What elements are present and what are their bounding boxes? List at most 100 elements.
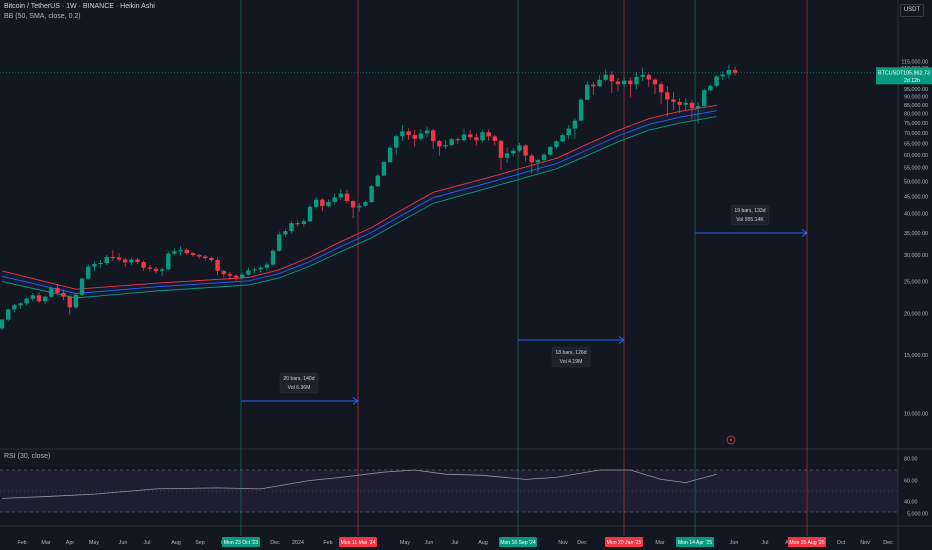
candle[interactable] <box>449 137 454 147</box>
candle[interactable] <box>289 220 294 234</box>
candle[interactable] <box>147 265 153 272</box>
candle[interactable] <box>486 129 491 141</box>
candle[interactable] <box>264 262 270 271</box>
candle[interactable] <box>640 67 645 81</box>
candle[interactable] <box>381 161 387 177</box>
candle[interactable] <box>658 81 664 105</box>
candle[interactable] <box>418 129 424 141</box>
candle[interactable] <box>498 139 504 170</box>
candle[interactable] <box>320 198 325 212</box>
candle[interactable] <box>184 248 189 256</box>
measure-tool[interactable]: 20 bars, 140d Vol 6.36M <box>241 372 359 405</box>
candle[interactable] <box>18 301 23 309</box>
candle[interactable] <box>585 81 590 101</box>
candle[interactable] <box>73 292 79 309</box>
candle[interactable] <box>36 292 42 303</box>
candle[interactable] <box>566 125 571 140</box>
candle[interactable] <box>554 139 559 149</box>
candle[interactable] <box>591 81 596 95</box>
candle[interactable] <box>511 148 516 157</box>
candle[interactable] <box>159 267 165 276</box>
candle[interactable] <box>227 271 233 279</box>
candle[interactable] <box>726 64 732 79</box>
candle[interactable] <box>689 100 695 120</box>
candle[interactable] <box>283 228 288 237</box>
candle[interactable] <box>400 125 405 141</box>
candle[interactable] <box>646 73 651 87</box>
candle[interactable] <box>135 257 140 265</box>
candle[interactable] <box>665 86 670 117</box>
candle[interactable] <box>12 303 17 313</box>
candle[interactable] <box>720 71 725 80</box>
candle[interactable] <box>492 134 497 146</box>
candle[interactable] <box>258 265 263 273</box>
candle[interactable] <box>394 134 399 155</box>
candle[interactable] <box>338 189 343 201</box>
candle[interactable] <box>141 260 146 271</box>
candle[interactable] <box>480 130 485 143</box>
candle[interactable] <box>615 78 621 92</box>
candle[interactable] <box>455 137 461 145</box>
candle[interactable] <box>474 133 479 146</box>
measure-tool[interactable]: 19 bars, 133d Vol 955.14K <box>695 204 808 237</box>
candle[interactable] <box>732 66 738 76</box>
candle[interactable] <box>166 251 171 271</box>
candle[interactable] <box>246 267 251 276</box>
candle[interactable] <box>572 118 578 139</box>
candle[interactable] <box>270 248 276 266</box>
candle[interactable] <box>326 199 331 208</box>
bb-lower-band[interactable] <box>1 116 717 299</box>
candle[interactable] <box>104 255 109 266</box>
candle[interactable] <box>344 189 350 204</box>
candle[interactable] <box>240 273 245 280</box>
candle[interactable] <box>714 75 719 88</box>
candle[interactable] <box>215 257 220 276</box>
candle[interactable] <box>153 266 159 274</box>
candle[interactable] <box>437 140 442 156</box>
candle[interactable] <box>233 274 239 281</box>
candle[interactable] <box>0 318 5 330</box>
candle[interactable] <box>116 253 122 262</box>
candle[interactable] <box>98 259 103 269</box>
candle[interactable] <box>350 199 356 219</box>
candle[interactable] <box>178 246 183 256</box>
candle[interactable] <box>295 220 300 227</box>
candle[interactable] <box>677 98 682 114</box>
candle[interactable] <box>363 200 368 207</box>
candle[interactable] <box>424 126 430 138</box>
candle[interactable] <box>209 256 214 262</box>
candle[interactable] <box>42 295 48 304</box>
candle[interactable] <box>461 128 467 142</box>
candle[interactable] <box>196 254 202 259</box>
candle[interactable] <box>123 257 128 267</box>
candle[interactable] <box>221 269 226 278</box>
candle[interactable] <box>313 196 319 209</box>
candle[interactable] <box>67 295 72 315</box>
bb-basis-line[interactable] <box>1 110 717 294</box>
candle[interactable] <box>702 88 707 107</box>
candle[interactable] <box>332 193 337 205</box>
candle[interactable] <box>523 144 528 162</box>
candle[interactable] <box>621 77 627 88</box>
currency-button[interactable]: USDT <box>900 4 924 17</box>
candle[interactable] <box>695 102 701 124</box>
candle[interactable] <box>369 184 374 203</box>
candle[interactable] <box>708 84 713 92</box>
candle[interactable] <box>548 145 553 156</box>
candle[interactable] <box>406 128 411 140</box>
candle[interactable] <box>24 297 29 306</box>
candle[interactable] <box>203 255 208 261</box>
candle[interactable] <box>467 129 473 140</box>
candle[interactable] <box>597 75 602 87</box>
candle[interactable] <box>541 153 547 163</box>
candle[interactable] <box>110 250 116 261</box>
candle[interactable] <box>560 133 565 143</box>
candle[interactable] <box>609 71 615 94</box>
candle[interactable] <box>529 153 534 174</box>
candle[interactable] <box>603 69 608 82</box>
candle[interactable] <box>357 203 362 212</box>
candle[interactable] <box>79 277 85 297</box>
candle[interactable] <box>301 218 307 227</box>
candle[interactable] <box>504 147 510 163</box>
candle[interactable] <box>49 286 54 299</box>
